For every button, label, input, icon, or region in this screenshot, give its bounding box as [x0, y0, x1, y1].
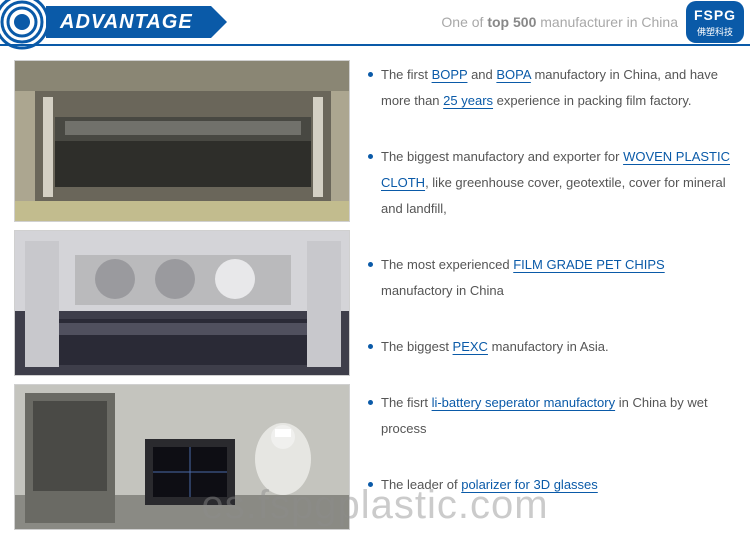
inline-link[interactable]: 25 years [443, 93, 493, 108]
inline-link[interactable]: li-battery seperator manufactory [432, 395, 616, 410]
bullet-text: The most experienced FILM GRADE PET CHIP… [381, 252, 738, 304]
text-run: The most experienced [381, 257, 513, 272]
brand-badge: FSPG 佛塑科技 [686, 1, 744, 43]
text-run: The leader of [381, 477, 461, 492]
bullet-text: The fisrt li-battery seperator manufacto… [381, 390, 738, 442]
inline-link[interactable]: polarizer for 3D glasses [461, 477, 598, 492]
text-run: The fisrt [381, 395, 432, 410]
factory-photo-3 [14, 384, 350, 530]
bullet-dot-icon [368, 72, 373, 77]
inline-link[interactable]: FILM GRADE PET CHIPS [513, 257, 664, 272]
brand-cn: 佛塑科技 [697, 25, 733, 38]
bullet-dot-icon [368, 344, 373, 349]
bullet-list: The first BOPP and BOPA manufactory in C… [368, 60, 738, 530]
content-row: The first BOPP and BOPA manufactory in C… [0, 46, 750, 530]
bullet-text: The biggest PEXC manufactory in Asia. [381, 334, 738, 360]
title-bar: ADVANTAGE [46, 6, 211, 38]
text-run: manufactory in China [381, 283, 504, 298]
bullet-text: The biggest manufactory and exporter for… [381, 144, 738, 222]
factory-photo-1 [14, 60, 350, 222]
bullet-item: The most experienced FILM GRADE PET CHIP… [368, 252, 738, 304]
tagline-suffix: manufacturer in China [536, 14, 678, 30]
bullet-item: The fisrt li-battery seperator manufacto… [368, 390, 738, 442]
text-run: experience in packing film factory. [493, 93, 691, 108]
bullet-text: The leader of polarizer for 3D glasses [381, 472, 738, 498]
bullet-dot-icon [368, 400, 373, 405]
inline-link[interactable]: PEXC [453, 339, 488, 354]
section-title: ADVANTAGE [60, 11, 193, 34]
bullet-item: The biggest manufactory and exporter for… [368, 144, 738, 222]
text-run: The biggest manufactory and exporter for [381, 149, 623, 164]
bullet-item: The leader of polarizer for 3D glasses [368, 472, 738, 498]
inline-link[interactable]: BOPA [496, 67, 530, 82]
factory-photo-2 [14, 230, 350, 376]
tagline-prefix: One of [441, 14, 487, 30]
bullet-dot-icon [368, 262, 373, 267]
bullet-dot-icon [368, 482, 373, 487]
bullet-item: The first BOPP and BOPA manufactory in C… [368, 62, 738, 114]
tagline-bold: top 500 [487, 14, 536, 30]
text-run: and [467, 67, 496, 82]
photo-column [14, 60, 350, 530]
text-run: The biggest [381, 339, 453, 354]
text-run: , like greenhouse cover, geotextile, cov… [381, 175, 726, 216]
brand-en: FSPG [694, 7, 736, 23]
header-bar: ADVANTAGE One of top 500 manufacturer in… [0, 0, 750, 46]
logo-circles-icon [0, 0, 52, 54]
bullet-item: The biggest PEXC manufactory in Asia. [368, 334, 738, 360]
bullet-text: The first BOPP and BOPA manufactory in C… [381, 62, 738, 114]
tagline: One of top 500 manufacturer in China [441, 14, 686, 30]
text-run: manufactory in Asia. [488, 339, 609, 354]
inline-link[interactable]: BOPP [432, 67, 468, 82]
text-run: The first [381, 67, 432, 82]
bullet-dot-icon [368, 154, 373, 159]
